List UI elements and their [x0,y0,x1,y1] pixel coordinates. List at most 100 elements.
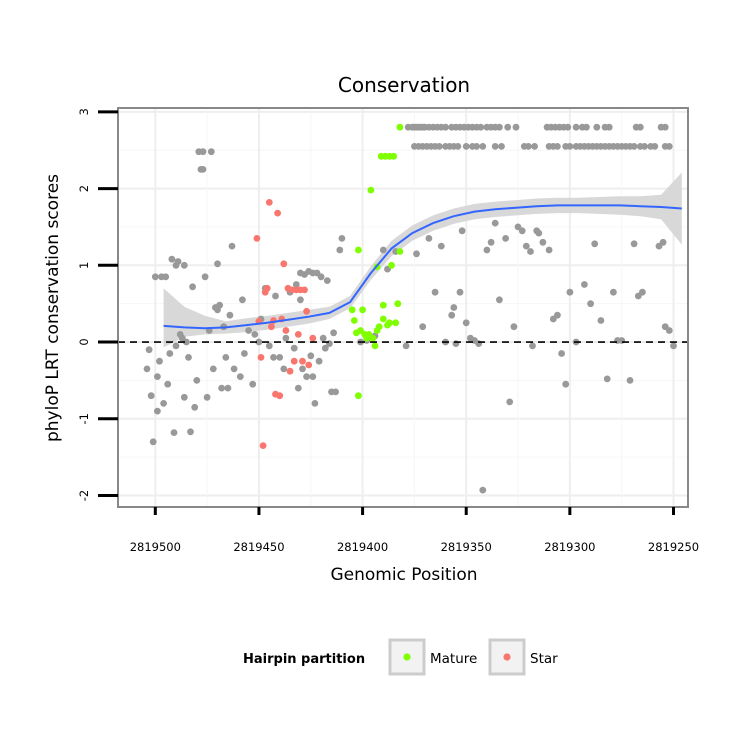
other-point [168,255,176,263]
y-tick-label: -2 [77,490,91,501]
other-point [299,365,306,373]
other-point [209,365,217,373]
other-point [479,143,487,150]
other-point [572,123,580,131]
other-point [639,288,646,296]
other-point [539,238,547,246]
other-point [462,143,470,150]
other-point [307,352,315,360]
star-point [309,334,317,342]
other-point [379,246,387,254]
other-point [566,288,574,296]
other-point [496,296,503,304]
other-point [626,377,634,384]
other-point [498,143,505,150]
other-point [332,388,339,396]
x-tick-label: 2819300 [544,540,595,554]
other-point [605,123,613,131]
other-point [338,235,346,242]
other-point [456,288,464,296]
y-axis-title: phyloP LRT conservation scores [43,174,63,442]
other-point [510,323,518,331]
other-point [597,317,605,324]
other-point [554,311,561,319]
y-tick-label: 1 [77,262,91,269]
other-point [487,238,495,246]
other-point [207,148,215,156]
other-point [665,327,673,334]
mature-point [350,317,358,324]
other-point [566,143,574,150]
other-point [448,311,456,319]
legend: Hairpin partition Mature Star [243,638,558,676]
star-point [259,442,267,449]
star-point [303,307,310,315]
chart-title: Conservation [338,73,470,97]
plot-border [117,107,689,508]
x-axis: 2819500 2819450 2819400 2819350 2819300 28192… [130,507,699,554]
other-point [525,143,532,150]
data-points [143,123,677,494]
mature-point [386,319,393,327]
other-point [442,123,449,131]
other-point [587,300,594,308]
other-point [154,407,161,415]
other-point [636,123,644,131]
star-point [265,199,273,206]
other-point [454,143,462,150]
star-point [294,331,302,338]
other-point [618,337,626,344]
other-point [554,143,561,150]
star-point [280,260,288,268]
star-point [305,361,313,369]
star-point [276,392,284,400]
confidence-band-area [163,172,682,348]
other-point [180,261,188,269]
mature-point [379,301,387,309]
other-point [491,219,499,227]
other-point [172,342,180,350]
other-point [216,301,224,309]
other-point [535,229,543,237]
other-point [651,143,659,150]
x-tick-label: 2819450 [233,540,284,554]
other-point [431,288,439,296]
other-point [435,143,443,150]
other-point [413,250,420,258]
other-point [545,246,553,254]
other-point [531,143,538,150]
other-point [297,296,304,304]
mature-point [396,123,404,131]
other-point [659,238,667,246]
other-point [402,342,410,350]
other-point [309,373,317,380]
other-point [477,123,485,131]
other-point [473,143,480,150]
other-point [558,350,565,357]
other-point [527,248,534,255]
other-point [272,292,279,300]
smooth-curve [163,204,682,330]
other-point [437,242,445,250]
other-point [630,240,638,248]
other-point [610,288,617,296]
other-point [506,398,514,406]
other-point [199,148,207,156]
y-tick-label: -1 [77,413,91,424]
mature-point [388,261,395,269]
mature-point [379,315,387,323]
other-point [581,281,588,288]
mature-point [390,152,398,160]
other-point [174,258,182,265]
other-point [294,384,302,392]
x-tick-label: 2819250 [648,540,699,554]
star-point [282,327,290,334]
star-point [299,357,306,365]
other-point [518,227,526,235]
other-point [491,143,499,150]
other-point [201,273,209,281]
y-axis: -2 -1 0 1 2 3 [77,108,118,501]
star-point [257,354,265,361]
star-point [286,367,294,375]
mature-point [392,319,400,327]
